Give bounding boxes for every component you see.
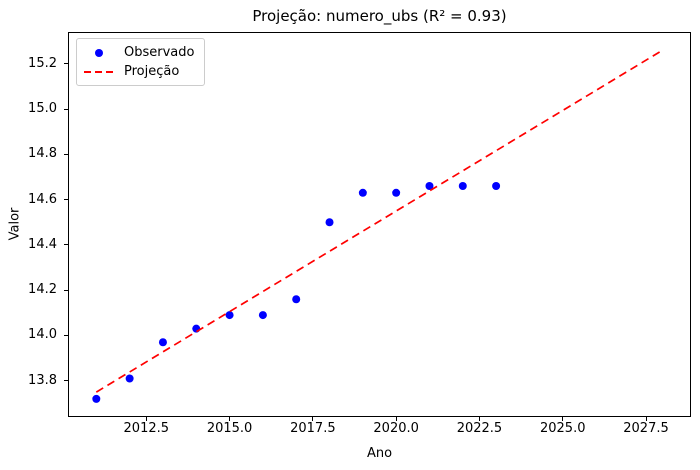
y-tick-mark xyxy=(64,63,68,65)
x-tick-mark xyxy=(478,417,480,421)
observed-point xyxy=(492,182,501,190)
x-tick-mark xyxy=(395,417,397,421)
observed-point xyxy=(292,295,301,304)
observed-point xyxy=(125,374,134,383)
x-axis-label: Ano xyxy=(366,446,393,461)
y-tick-label: 14.4 xyxy=(28,236,57,252)
y-tick-mark xyxy=(64,153,68,155)
scatter-dot-icon xyxy=(95,48,103,57)
observed-point xyxy=(225,311,234,320)
legend-label-observado: Observado xyxy=(124,45,195,60)
y-tick-mark xyxy=(64,289,68,291)
y-tick-mark xyxy=(64,380,68,382)
dashed-line-icon xyxy=(84,70,114,73)
x-tick-mark xyxy=(562,417,564,421)
x-tick-label: 2017.5 xyxy=(290,421,336,436)
x-tick-mark xyxy=(645,417,647,421)
y-tick-label: 14.0 xyxy=(28,327,57,343)
legend: Observado Projeção xyxy=(76,38,206,86)
observed-point xyxy=(358,188,367,197)
observed-point xyxy=(325,218,334,227)
x-tick-mark xyxy=(312,417,314,421)
observed-point xyxy=(158,338,167,347)
y-tick-mark xyxy=(64,334,68,336)
y-tick-label: 14.8 xyxy=(28,146,57,162)
y-tick-label: 13.8 xyxy=(28,372,57,388)
y-tick-label: 14.6 xyxy=(28,191,57,207)
y-axis-label: Valor xyxy=(7,207,23,241)
x-tick-label: 2025.0 xyxy=(539,421,586,436)
plot-area xyxy=(68,32,691,417)
legend-label-projecao: Projeção xyxy=(124,64,180,79)
y-tick-label: 15.0 xyxy=(28,101,57,116)
legend-marker xyxy=(84,70,114,73)
observed-point xyxy=(458,182,467,190)
observed-point xyxy=(392,188,401,197)
observed-point xyxy=(258,311,267,320)
x-tick-mark xyxy=(229,417,231,421)
x-tick-label: 2015.0 xyxy=(206,421,253,436)
chart-title: Projeção: numero_ubs (R² = 0.93) xyxy=(252,7,507,25)
x-tick-label: 2012.5 xyxy=(123,421,170,436)
x-tick-label: 2022.5 xyxy=(456,421,503,436)
observed-point xyxy=(425,182,434,190)
y-tick-label: 14.2 xyxy=(28,282,57,298)
y-tick-mark xyxy=(64,108,68,110)
y-tick-mark xyxy=(64,244,68,246)
y-tick-mark xyxy=(64,199,68,201)
legend-marker xyxy=(84,48,114,57)
observed-point xyxy=(192,324,201,333)
x-tick-label: 2020.0 xyxy=(373,421,419,436)
legend-item-observado: Observado xyxy=(84,43,194,62)
y-tick-label: 15.2 xyxy=(28,55,57,71)
projection-line xyxy=(95,49,664,393)
legend-item-projecao: Projeção xyxy=(84,62,194,81)
x-tick-mark xyxy=(145,417,147,421)
x-tick-label: 2027.5 xyxy=(623,421,669,436)
observed-point xyxy=(92,394,101,403)
